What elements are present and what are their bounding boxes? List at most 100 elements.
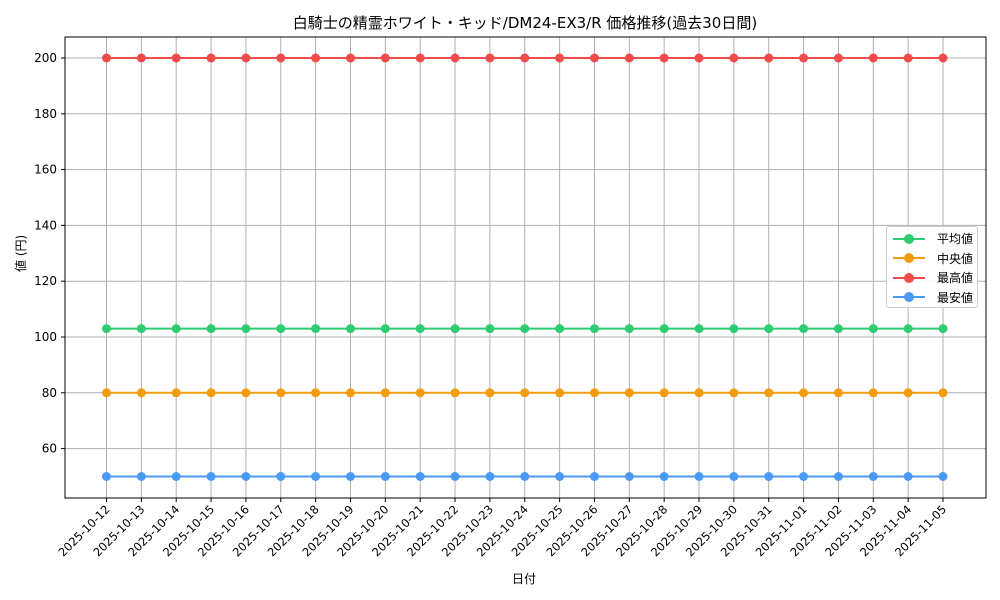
data-point — [311, 388, 321, 398]
data-point — [206, 472, 216, 481]
data-point — [311, 324, 321, 334]
data-point — [694, 324, 704, 334]
data-point — [694, 388, 704, 398]
y-tick-label: 180 — [34, 107, 57, 121]
data-point — [903, 53, 913, 63]
data-point — [624, 472, 634, 481]
data-point — [206, 324, 216, 334]
data-point — [868, 472, 878, 481]
legend-label: 中央値 — [937, 251, 974, 266]
data-point — [764, 53, 774, 63]
data-point — [589, 388, 599, 398]
data-point — [938, 472, 948, 481]
legend-marker-icon — [893, 272, 925, 283]
data-point — [345, 388, 355, 398]
y-tick-label: 60 — [42, 442, 57, 456]
data-point — [171, 472, 181, 481]
y-tick-label: 100 — [34, 330, 57, 344]
data-point — [276, 388, 286, 398]
data-point — [555, 472, 565, 481]
data-point — [102, 472, 111, 481]
legend-item-average: 平均値 — [887, 229, 977, 249]
data-point — [729, 324, 739, 334]
data-point — [485, 472, 495, 481]
x-axis-label: 日付 — [512, 572, 537, 586]
y-tick-label: 160 — [34, 163, 57, 177]
data-point — [624, 388, 634, 398]
data-point — [171, 388, 181, 398]
data-point — [276, 324, 286, 334]
data-point — [659, 53, 669, 63]
legend-label: 平均値 — [937, 232, 974, 247]
data-point — [520, 388, 530, 398]
data-point — [450, 388, 460, 398]
data-point — [799, 324, 809, 334]
data-point — [520, 53, 530, 63]
y-tick-label: 140 — [34, 218, 57, 232]
data-point — [764, 388, 774, 398]
y-tick-label: 120 — [34, 274, 57, 288]
data-point — [659, 388, 669, 398]
data-point — [345, 53, 355, 63]
data-point — [589, 53, 599, 63]
data-point — [799, 53, 809, 63]
data-point — [241, 472, 251, 481]
data-point — [485, 324, 495, 334]
data-point — [206, 388, 216, 398]
chart-title: 白騎士の精霊ホワイト・キッド/DM24-EX3/R 価格推移(過去30日間) — [292, 14, 758, 32]
data-point — [520, 324, 530, 334]
data-point — [276, 53, 286, 63]
data-point — [868, 324, 878, 334]
data-point — [345, 324, 355, 334]
data-point — [694, 472, 704, 481]
data-point — [102, 324, 111, 334]
legend-label: 最高値 — [937, 271, 974, 286]
data-point — [555, 388, 565, 398]
data-point — [415, 324, 425, 334]
axes-frame — [64, 36, 987, 499]
data-point — [136, 472, 146, 481]
data-point — [206, 53, 216, 63]
data-point — [171, 53, 181, 63]
data-point — [833, 388, 843, 398]
data-point — [764, 472, 774, 481]
data-point — [833, 53, 843, 63]
data-point — [764, 324, 774, 334]
data-point — [136, 388, 146, 398]
data-point — [555, 324, 565, 334]
data-point — [694, 53, 704, 63]
data-point — [938, 324, 948, 334]
legend-item-max: 最高値 — [887, 268, 977, 288]
data-point — [380, 53, 390, 63]
data-point — [938, 53, 948, 63]
data-point — [415, 53, 425, 63]
data-point — [624, 324, 634, 334]
data-point — [868, 53, 878, 63]
data-point — [659, 324, 669, 334]
legend: 平均値 中央値 最高値 最安値 — [886, 226, 978, 308]
data-point — [171, 324, 181, 334]
data-point — [102, 388, 111, 398]
data-point — [311, 53, 321, 63]
data-point — [415, 388, 425, 398]
data-point — [729, 53, 739, 63]
data-point — [903, 472, 913, 481]
data-point — [485, 388, 495, 398]
legend-marker-icon — [893, 233, 925, 244]
data-point — [833, 472, 843, 481]
data-point — [102, 53, 111, 63]
legend-marker-icon — [893, 292, 925, 303]
data-point — [450, 472, 460, 481]
data-point — [311, 472, 321, 481]
data-point — [903, 388, 913, 398]
data-point — [729, 472, 739, 481]
data-point — [520, 472, 530, 481]
data-point — [276, 472, 286, 481]
data-point — [659, 472, 669, 481]
data-point — [380, 472, 390, 481]
data-point — [345, 472, 355, 481]
data-point — [729, 388, 739, 398]
data-point — [485, 53, 495, 63]
data-point — [799, 388, 809, 398]
legend-item-median: 中央値 — [887, 249, 977, 269]
